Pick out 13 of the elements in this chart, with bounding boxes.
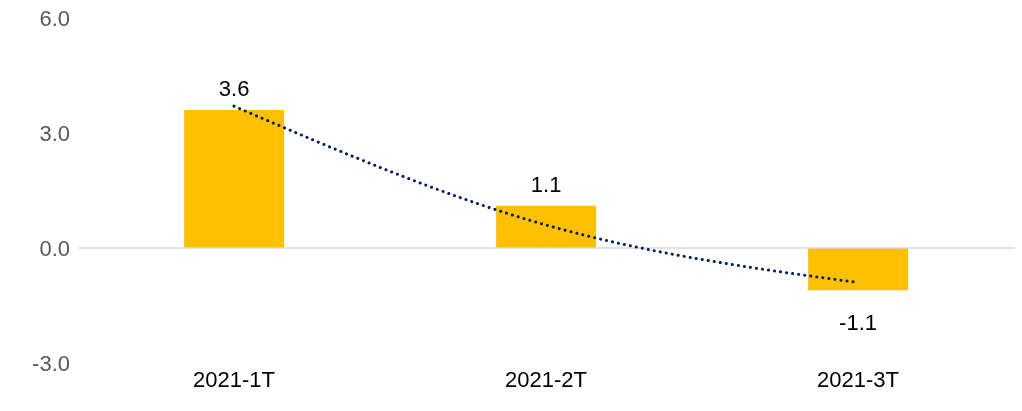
bar [184, 110, 285, 248]
y-tick-label: 0.0 [39, 235, 70, 261]
bar [496, 205, 597, 248]
y-tick-label: 3.0 [39, 120, 70, 146]
data-label: 3.6 [218, 76, 250, 101]
x-tick-label: 2021-2T [505, 366, 587, 392]
y-tick-label: -3.0 [32, 350, 70, 376]
x-tick-label: 2021-3T [817, 366, 899, 392]
x-tick-label: 2021-1T [193, 366, 275, 392]
bar [808, 248, 909, 291]
data-label: 1.1 [530, 171, 562, 197]
y-tick-label: 6.0 [39, 5, 70, 31]
data-label: -1.1 [839, 310, 878, 336]
